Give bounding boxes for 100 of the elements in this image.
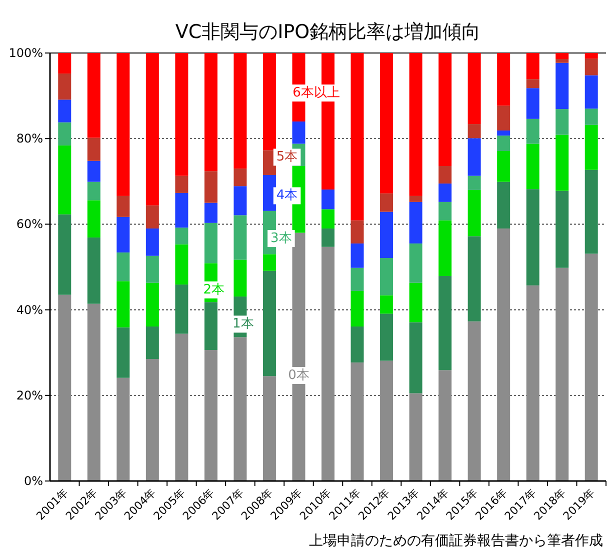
bar: [438, 220, 452, 276]
bar: [204, 350, 218, 481]
bar: [204, 302, 218, 350]
bar: [409, 53, 422, 196]
series-label: 1本: [232, 316, 254, 332]
bar: [175, 176, 188, 193]
bar: [234, 260, 247, 297]
bar: [262, 254, 276, 271]
bar: [468, 176, 481, 190]
bar: [350, 243, 364, 268]
bar: [584, 53, 598, 59]
bar: [116, 327, 130, 378]
bar: [262, 270, 276, 376]
bar: [146, 326, 159, 360]
bar: [584, 170, 598, 254]
y-tick-label: 40%: [16, 302, 43, 317]
bar: [87, 200, 100, 238]
bar: [262, 376, 276, 481]
bar: [556, 268, 569, 481]
bar: [234, 168, 247, 186]
bar: [468, 236, 481, 322]
bar: [350, 326, 364, 362]
bar: [556, 190, 569, 268]
bar: [526, 285, 540, 481]
bar: [204, 171, 218, 203]
bar: [438, 276, 452, 370]
bar: [526, 189, 540, 286]
bar: [116, 216, 130, 252]
bar: [350, 220, 364, 244]
bar: [58, 214, 72, 295]
bar: [175, 334, 188, 481]
bar: [584, 58, 598, 76]
bar: [146, 205, 159, 228]
bar: [146, 282, 159, 326]
bar: [204, 222, 218, 264]
bar: [146, 53, 159, 206]
bar: [468, 53, 481, 124]
bar: [87, 182, 100, 200]
bar: [409, 322, 422, 394]
bar: [58, 100, 72, 122]
text: 上場申請のための有価証券報告書から筆者作成: [309, 533, 603, 549]
bar: [380, 53, 394, 194]
bar: [584, 75, 598, 109]
series-label: 6本以上: [292, 86, 340, 101]
bar: [556, 109, 569, 135]
bar: [322, 246, 334, 481]
bar: [350, 53, 364, 220]
bar: [262, 174, 276, 211]
bar: [526, 88, 540, 119]
bar: [497, 130, 510, 136]
bar: [58, 145, 72, 214]
bar: [87, 304, 100, 481]
bar: [116, 53, 130, 196]
bar: [526, 53, 540, 80]
bar: [87, 237, 100, 304]
bar: [468, 321, 481, 481]
bar: [146, 256, 159, 283]
bar: [204, 53, 218, 172]
bar: [380, 212, 394, 258]
series-label: 5本: [276, 150, 298, 165]
bar: [556, 134, 569, 191]
bar: [468, 190, 481, 236]
bar: [350, 362, 364, 481]
bar: [438, 166, 452, 184]
bar: [497, 182, 510, 228]
bar: [262, 53, 276, 150]
bar: [526, 144, 540, 190]
bar: [380, 360, 394, 481]
bar: [468, 138, 481, 176]
bar: [350, 290, 364, 326]
bar: [438, 370, 452, 481]
y-tick-label: 0%: [24, 474, 43, 488]
bar: [526, 118, 540, 144]
bar: [350, 268, 364, 291]
y-tick-label: 80%: [16, 132, 43, 146]
bar: [204, 202, 218, 223]
bar: [175, 53, 188, 176]
bar: [58, 74, 72, 100]
series-label: 3本: [270, 231, 292, 246]
series-label: 0本: [288, 368, 310, 383]
bar: [116, 378, 130, 481]
bar: [58, 53, 72, 74]
bar: [438, 202, 452, 220]
bar: [497, 106, 510, 130]
bar: [87, 53, 100, 138]
bar: [380, 258, 394, 296]
series-label: 2本: [203, 282, 225, 298]
bar: [497, 228, 510, 481]
bar: [409, 196, 422, 202]
bar: [175, 244, 188, 285]
bar: [116, 252, 130, 282]
bar: [175, 192, 188, 228]
bar: [584, 108, 598, 125]
bar: [438, 53, 452, 166]
bar: [234, 53, 247, 169]
bar: [87, 138, 100, 161]
bar: [322, 190, 334, 210]
bar: [322, 209, 334, 228]
bar: [380, 193, 394, 212]
bar: [556, 58, 569, 63]
